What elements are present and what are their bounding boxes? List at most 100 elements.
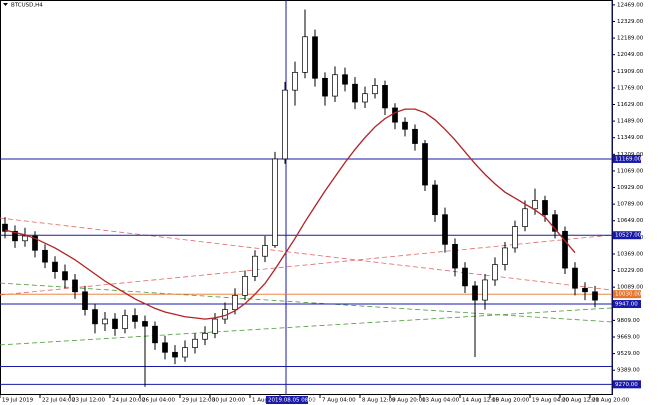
x-tick-label: 9 Aug 20:00 bbox=[392, 398, 426, 404]
candle-body bbox=[522, 208, 528, 227]
candle-body bbox=[402, 121, 408, 130]
candle-body bbox=[512, 226, 518, 249]
x-tick-label: 13 Aug 04:00 bbox=[422, 398, 460, 404]
candle-body bbox=[312, 36, 318, 79]
y-tick-label: 12469.00 bbox=[617, 2, 644, 8]
candle-body bbox=[242, 276, 248, 296]
y-tick-label: 12329.00 bbox=[617, 19, 644, 25]
candle-body bbox=[352, 83, 358, 103]
candle-body bbox=[52, 261, 58, 272]
candle-body bbox=[322, 77, 328, 97]
level-label-box bbox=[613, 300, 641, 309]
level-label: 9270.00 bbox=[615, 382, 638, 388]
candle-body bbox=[332, 74, 338, 97]
candle-body bbox=[92, 309, 98, 325]
y-tick-label: 9669.00 bbox=[617, 334, 640, 340]
x-tick-label: 21 Aug 20:00 bbox=[592, 398, 630, 404]
candle-body bbox=[542, 200, 548, 216]
chart-title: BTCUSD,H4 bbox=[11, 3, 43, 9]
candle-body bbox=[42, 249, 48, 263]
candle-body bbox=[172, 351, 178, 358]
candle-body bbox=[132, 315, 138, 322]
candle-body bbox=[422, 143, 428, 186]
candle-body bbox=[302, 36, 308, 73]
y-tick-label: 11909.00 bbox=[617, 69, 644, 75]
bid-label-box bbox=[613, 290, 641, 299]
y-tick-label: 9389.00 bbox=[617, 368, 640, 374]
candle-body bbox=[392, 107, 398, 123]
candle-body bbox=[212, 318, 218, 334]
y-tick-label: 10649.00 bbox=[617, 218, 644, 224]
candle-body bbox=[112, 318, 118, 329]
bid-label: 10030.00 bbox=[615, 292, 642, 298]
candle-body bbox=[362, 93, 368, 103]
candle-body bbox=[372, 85, 378, 95]
candle-body bbox=[162, 342, 168, 353]
candle-body bbox=[292, 72, 298, 91]
y-tick-label: 10929.00 bbox=[617, 185, 644, 191]
candle-body bbox=[2, 223, 8, 232]
y-tick-label: 11769.00 bbox=[617, 85, 644, 91]
candle-body bbox=[472, 285, 478, 301]
candle-body bbox=[502, 247, 508, 265]
y-tick-label: 11489.00 bbox=[617, 119, 644, 125]
y-tick-label: 9809.00 bbox=[617, 318, 640, 324]
y-tick-label: 11629.00 bbox=[617, 102, 644, 108]
level-label: 10527.00 bbox=[615, 233, 642, 239]
candle-body bbox=[532, 200, 538, 210]
candle-body bbox=[582, 287, 588, 293]
trendline bbox=[0, 234, 613, 296]
x-tick-label: 19 Aug 04:00 bbox=[532, 398, 570, 404]
level-label-box bbox=[613, 231, 641, 240]
x-tick-label: 30 Jul 20:00 bbox=[212, 398, 245, 404]
candle-body bbox=[272, 158, 278, 246]
y-tick-label: 11069.00 bbox=[617, 168, 644, 174]
candle-body bbox=[552, 214, 558, 232]
level-label-box bbox=[613, 380, 641, 389]
trendline bbox=[0, 217, 613, 291]
candle-body bbox=[12, 230, 18, 242]
candle-body bbox=[192, 338, 198, 348]
level-label: 9947.00 bbox=[615, 302, 638, 308]
candle-body bbox=[202, 332, 208, 340]
x-tick-label: 19 Jul 2019 bbox=[2, 398, 34, 404]
candle-body bbox=[562, 230, 568, 269]
candle-body bbox=[122, 315, 128, 329]
candle-body bbox=[592, 291, 598, 301]
y-tick-label: 11209.00 bbox=[617, 152, 644, 158]
x-tick-label: 26 Jul 04:00 bbox=[142, 398, 175, 404]
y-tick-label: 12049.00 bbox=[617, 52, 644, 58]
x-tick-label: 8 Aug 12:00 bbox=[362, 398, 396, 404]
x-tick-label: 22 Jul 04:00 bbox=[42, 398, 75, 404]
y-tick-label: 11349.00 bbox=[617, 135, 644, 141]
vline-label: 2019.08.05 08:00 bbox=[268, 398, 318, 404]
x-tick-label: 23 Jul 12:00 bbox=[72, 398, 105, 404]
candle-body bbox=[572, 267, 578, 289]
candle-body bbox=[102, 318, 108, 325]
candle-body bbox=[152, 325, 158, 344]
y-tick-label: 10089.00 bbox=[617, 285, 644, 291]
candle-body bbox=[82, 291, 88, 310]
candle-body bbox=[22, 235, 28, 242]
candle-body bbox=[442, 214, 448, 245]
candle-body bbox=[252, 255, 258, 277]
y-tick-label: 10229.00 bbox=[617, 268, 644, 274]
y-tick-label: 10369.00 bbox=[617, 251, 644, 257]
candle-body bbox=[232, 295, 238, 310]
menu-icon bbox=[3, 3, 8, 6]
candle-body bbox=[182, 347, 188, 358]
candle-body bbox=[432, 184, 438, 216]
moving-average bbox=[4, 108, 576, 320]
candle-body bbox=[492, 264, 498, 281]
x-tick-label: 15 Aug 20:00 bbox=[492, 398, 530, 404]
candle-body bbox=[342, 74, 348, 85]
candle-body bbox=[412, 128, 418, 144]
trendline bbox=[0, 307, 613, 346]
x-tick-label: 29 Jul 12:00 bbox=[182, 398, 215, 404]
x-tick-label: 7 Aug 04:00 bbox=[322, 398, 356, 404]
candle-body bbox=[62, 271, 68, 281]
candle-body bbox=[142, 321, 148, 327]
candle-body bbox=[452, 244, 458, 269]
x-tick-label: 20 Aug 12:00 bbox=[562, 398, 600, 404]
candle-body bbox=[382, 85, 388, 109]
